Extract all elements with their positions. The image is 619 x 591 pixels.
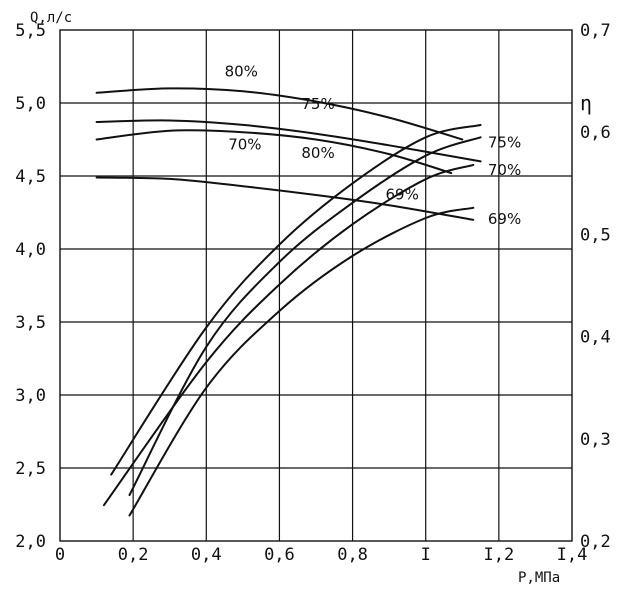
curve-label: 69% <box>488 210 521 228</box>
y-right-tick-label: 0,4 <box>580 328 611 348</box>
efficiency-curve-75pct <box>128 136 482 496</box>
x-tick-label: 0 <box>55 545 65 565</box>
y-left-tick-label: 5,5 <box>15 21 46 41</box>
curve-label: 69% <box>385 185 418 203</box>
curve-label: 70% <box>228 136 261 154</box>
curve-label: 75% <box>488 134 521 152</box>
flow-curve-69pct <box>95 176 475 221</box>
y-left-tick-label: 4,5 <box>15 167 46 187</box>
x-tick-label: 0,6 <box>264 545 295 565</box>
efficiency-curve-70pct <box>102 163 475 507</box>
y-right-tick-label: 0,7 <box>580 21 611 41</box>
y-left-tick-label: 2,5 <box>15 459 46 479</box>
curve-label: 80% <box>225 63 258 81</box>
y-left-tick-label: 2,0 <box>15 532 46 552</box>
plot-frame <box>59 29 573 542</box>
curve-label: 70% <box>488 161 521 179</box>
x-tick-label: I <box>421 545 431 565</box>
x-tick-label: 0,2 <box>118 545 149 565</box>
curve-labels: 80% 75% 70% 69% 80% 75% 70% 69% <box>225 63 522 228</box>
efficiency-curve-69pct <box>128 206 475 517</box>
plot-border <box>59 29 573 542</box>
y-left-tick-label: 3,0 <box>15 386 46 406</box>
y-right-tick-label: 0,6 <box>580 123 611 143</box>
efficiency-curve-80pct <box>110 124 482 476</box>
x-axis-title: P,МПа <box>518 570 560 586</box>
curve-label: 75% <box>301 95 334 113</box>
y-left-tick-label: 3,5 <box>15 313 46 333</box>
flow-curve-70pct <box>95 129 453 175</box>
left-y-axis-ticks: 2,0 2,5 3,0 3,5 4,0 4,5 5,0 5,5 <box>15 21 46 552</box>
y-left-axis-title: Q,л/с <box>30 10 72 26</box>
y-left-tick-label: 5,0 <box>15 94 46 114</box>
x-tick-label: I,2 <box>483 545 514 565</box>
flow-curve-80pct <box>95 87 464 141</box>
x-tick-label: I,4 <box>557 545 588 565</box>
y-right-tick-label: 0,3 <box>580 430 611 450</box>
right-y-axis-ticks: 0,2 0,3 0,4 0,5 0,6 0,7 <box>580 21 611 552</box>
curves <box>95 87 482 517</box>
x-axis-ticks: 0 0,2 0,4 0,6 0,8 I I,2 I,4 <box>55 545 587 565</box>
x-tick-label: 0,8 <box>337 545 368 565</box>
y-right-tick-label: 0,5 <box>580 225 611 245</box>
y-left-tick-label: 4,0 <box>15 240 46 260</box>
x-tick-label: 0,4 <box>191 545 222 565</box>
y-right-tick-label: 0,2 <box>580 532 611 552</box>
curve-label: 80% <box>301 144 334 162</box>
y-right-axis-title: η <box>580 91 592 115</box>
